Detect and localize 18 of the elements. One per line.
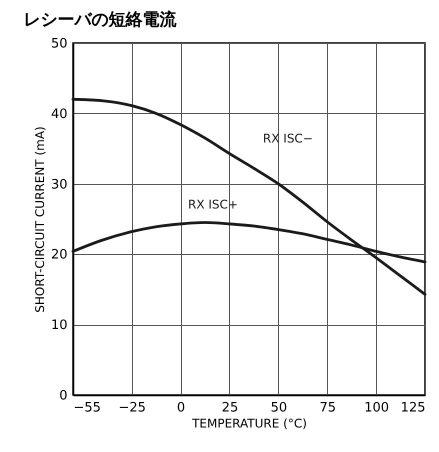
y-tick-label: 0 (59, 388, 68, 404)
x-tick-label: 125 (400, 400, 426, 416)
y-tick-label: 20 (50, 248, 68, 263)
x-tick-label: 75 (319, 400, 336, 416)
x-axis-title: TEMPERATURE (°C) (191, 416, 307, 430)
y-tick-label: 50 (50, 36, 68, 52)
y-tick-label: 30 (50, 177, 68, 192)
x-tick-label: 0 (176, 400, 186, 416)
x-tick-label: −25 (118, 400, 146, 416)
line-series (72, 98, 426, 296)
x-tick-label: 100 (364, 400, 390, 416)
chart-title: レシーバの短絡電流 (23, 10, 178, 30)
y-tick-label: 10 (50, 318, 68, 334)
x-tick-label: −55 (74, 400, 101, 416)
x-tick-label: 25 (222, 400, 238, 416)
y-tick-label: 40 (50, 106, 68, 122)
y-axis-title: SHORT-CIRCUIT CURRENT (mA) (32, 126, 47, 313)
x-tick-label: 50 (270, 400, 288, 416)
